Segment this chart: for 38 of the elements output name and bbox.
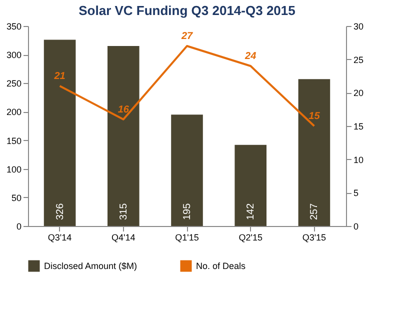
y2-tick-label: 5 [354, 188, 359, 198]
y-tick-label: 250 [6, 78, 22, 89]
data-label: 21 [53, 71, 66, 82]
x-tick-label: Q3'15 [302, 232, 326, 242]
y2-tick-label: 25 [354, 54, 364, 65]
data-label: 15 [308, 111, 320, 122]
y-tick-label: 350 [6, 22, 22, 32]
bar [298, 79, 330, 226]
data-label: 16 [118, 104, 130, 116]
y2-tick-label: 30 [354, 22, 364, 32]
x-tick-label: Q3'14 [48, 232, 72, 242]
legend-label: Disclosed Amount ($M) [44, 261, 138, 271]
y-tick-label: 150 [6, 136, 22, 146]
y-tick-label: 50 [11, 192, 22, 203]
data-label: 315 [118, 202, 130, 220]
y-tick-label: 300 [6, 50, 22, 60]
x-tick-label: Q1'15 [175, 232, 199, 242]
data-label: 257 [309, 202, 320, 220]
y2-tick-label: 0 [354, 222, 359, 232]
bar [171, 114, 203, 226]
x-tick-label: Q2'15 [238, 232, 262, 242]
data-label: 326 [54, 202, 66, 220]
y-tick-label: 100 [6, 164, 22, 174]
bar [234, 144, 266, 226]
chart-title: Solar VC Funding Q3 2014-Q3 2015 [78, 3, 296, 18]
data-label: 27 [180, 31, 193, 42]
data-label: 142 [246, 202, 257, 220]
y2-tick-label: 20 [354, 88, 364, 98]
x-tick-label: Q4'14 [112, 232, 136, 242]
legend-label: No. of Deals [196, 261, 246, 271]
data-label: 195 [182, 202, 193, 220]
bar [44, 40, 76, 226]
y-tick-label: 200 [6, 107, 22, 118]
y2-tick-label: 15 [354, 122, 364, 132]
y-tick-label: 0 [16, 222, 22, 232]
data-label: 24 [244, 51, 257, 62]
bar [108, 46, 140, 226]
y2-tick-label: 10 [354, 154, 364, 165]
